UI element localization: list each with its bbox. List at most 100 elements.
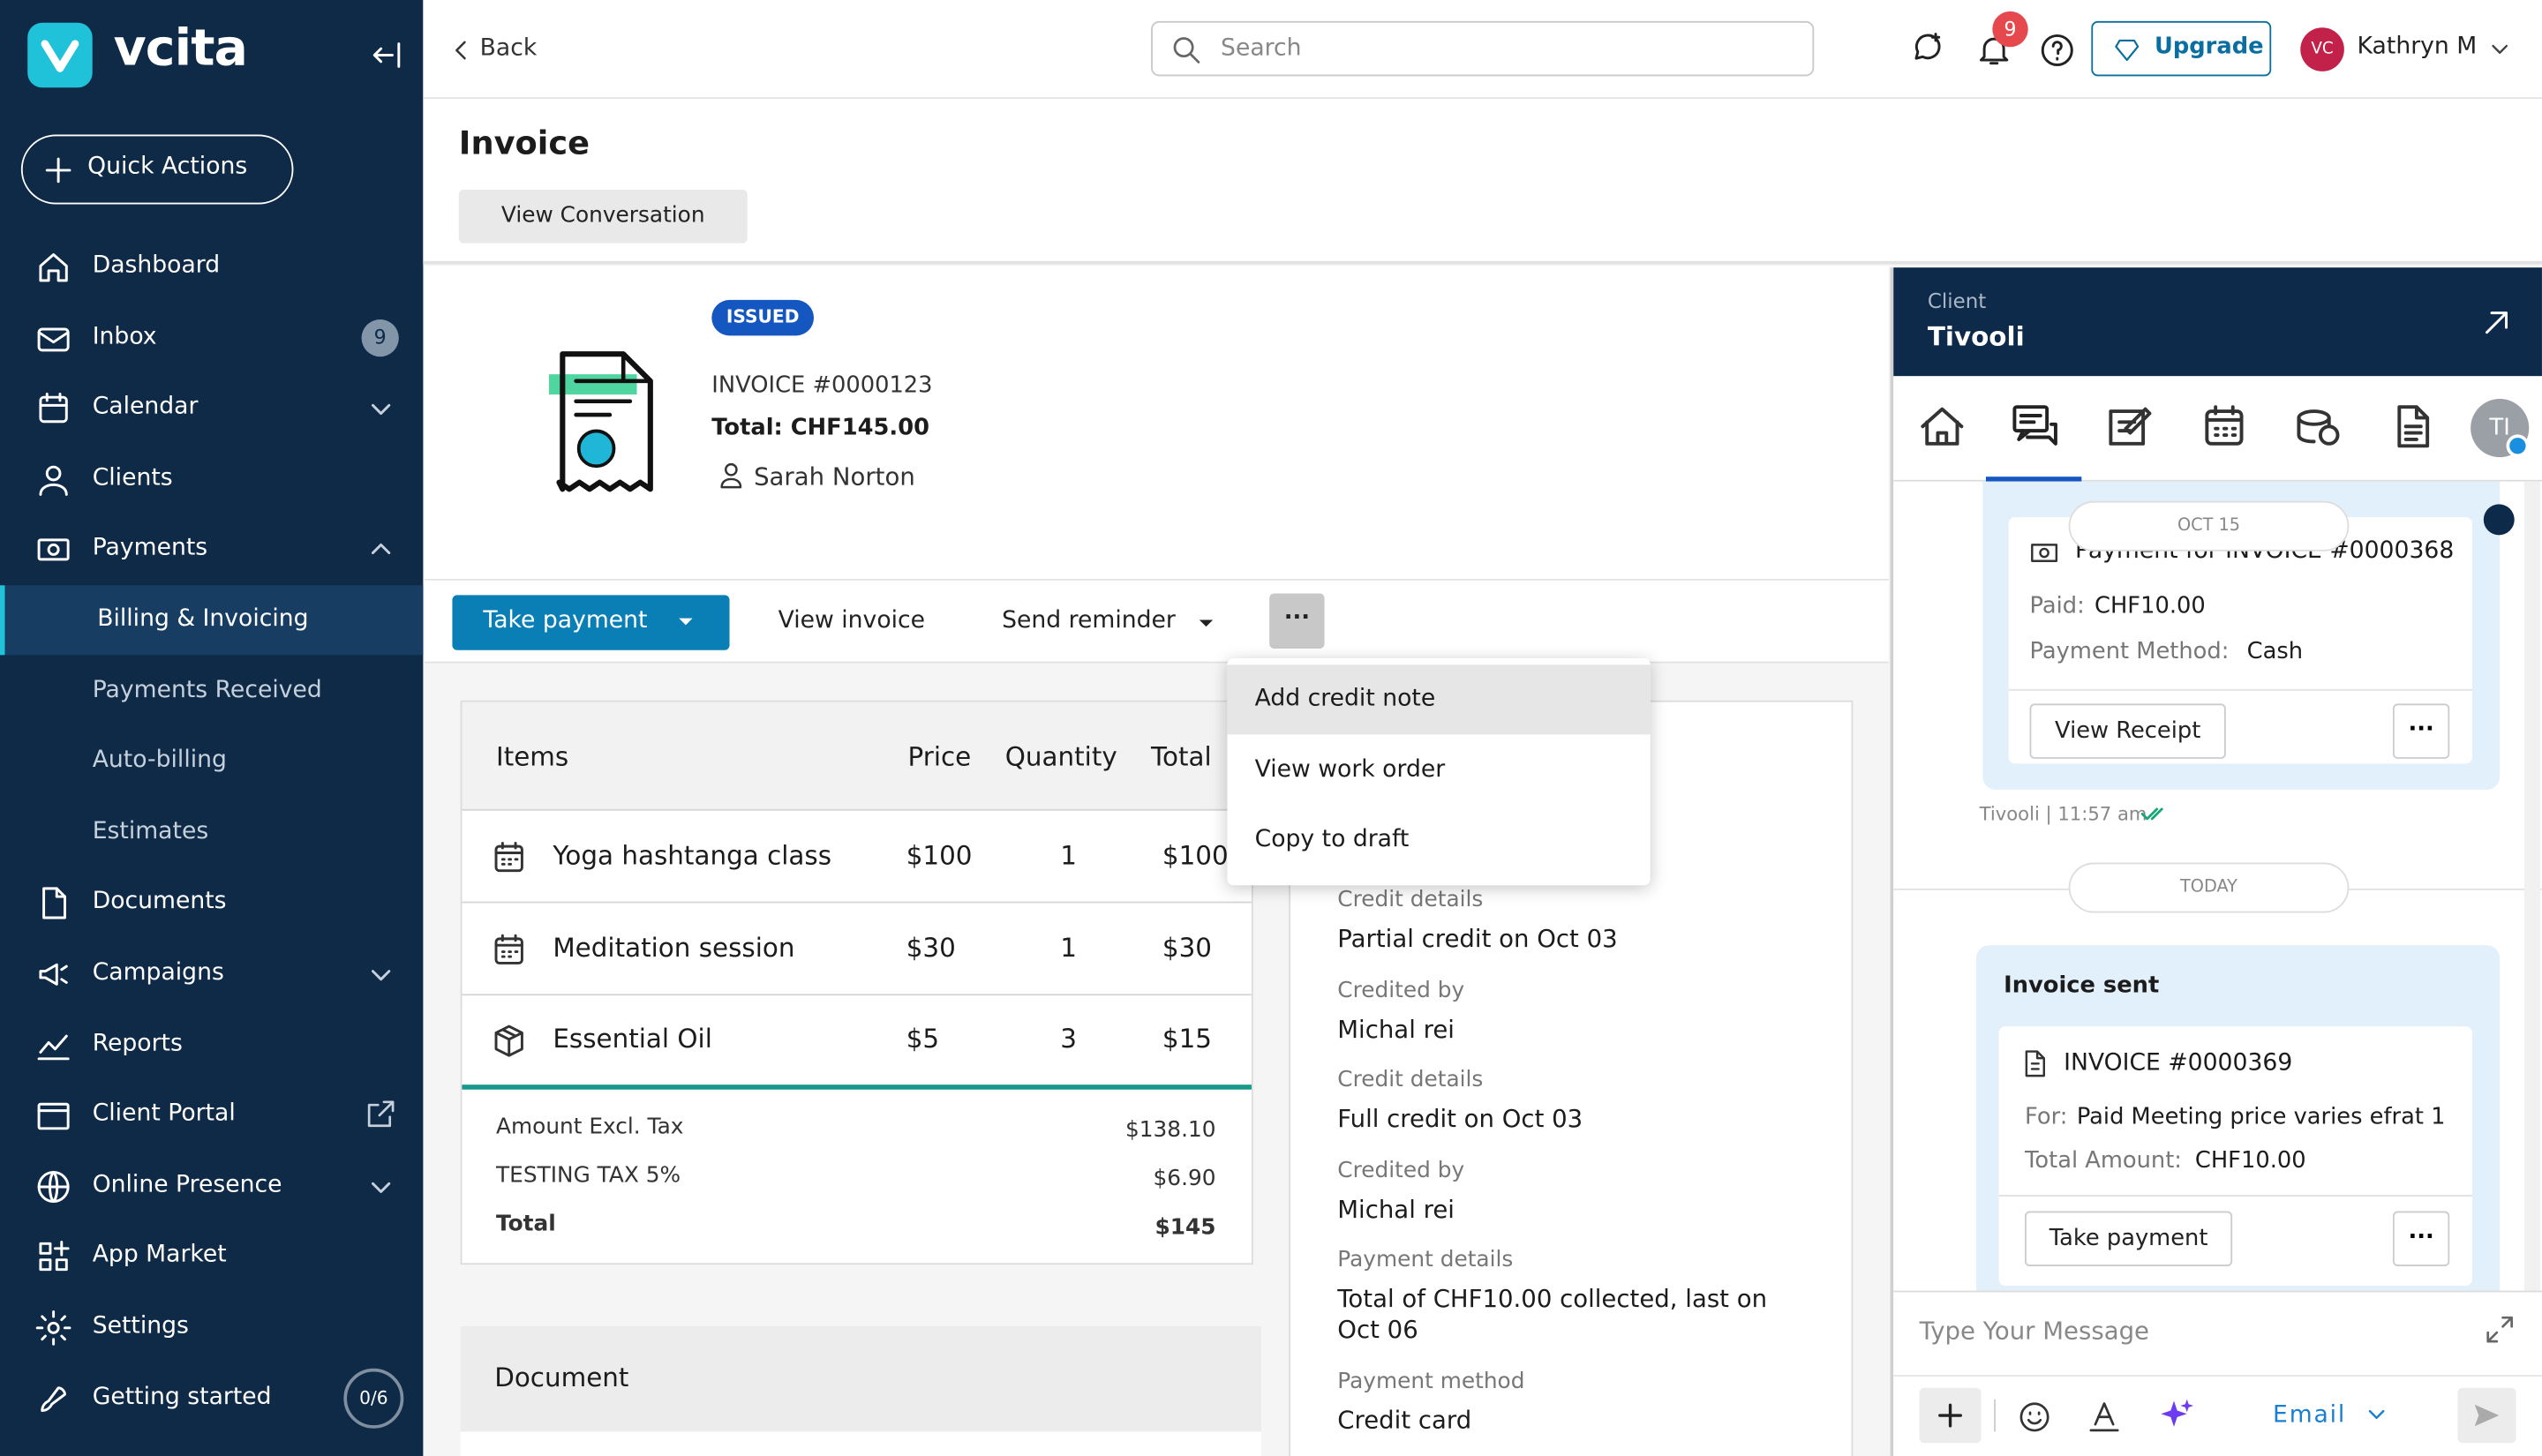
panel-take-payment-button[interactable]: Take payment [2025,1211,2233,1267]
icon-shape [2140,807,2163,821]
nav-label: Online Presence [92,1172,282,1198]
nav-item[interactable]: Documents [0,868,423,938]
nav-label: Documents [92,889,227,916]
quick-actions-button[interactable]: Quick Actions [20,134,294,205]
receipt-more-button[interactable]: ··· [2392,703,2450,759]
nav-label: App Market [92,1242,227,1269]
chat-area: Receipt sentPayment for INVOICE #0000368… [1893,481,2542,1291]
nav-item[interactable]: Auto-billing [0,726,423,796]
attach-plus-wrap [1932,1398,1967,1440]
nav-item[interactable]: Settings [0,1292,423,1362]
menu-item[interactable]: View work order [1227,735,1650,805]
diamond-icon-wrap [2112,35,2141,71]
client-icon-wrap [715,459,748,498]
nav-label: Reports [92,1030,183,1057]
table-cell: 3 [1060,1023,1077,1054]
user-chevron-wrap [2484,33,2516,71]
view-conversation-button[interactable]: View Conversation [458,189,748,244]
nav-label: Billing & Invoicing [97,606,309,633]
icon-shape [371,1182,391,1193]
message-input[interactable]: Type Your Message [1893,1290,2542,1376]
icon-shape [2019,414,2042,424]
nav-item[interactable]: Payments [0,514,423,584]
table-cell: $30 [906,931,956,963]
nav-item[interactable]: App Market [0,1221,423,1291]
icon-shape [1173,37,1194,58]
credit-value: Credit card [1337,1406,1472,1436]
send-reminder-caret [1199,619,1214,627]
channel-select[interactable]: Email [2273,1402,2347,1429]
table-header-row [462,702,1252,811]
nav-item[interactable]: Clients [0,444,423,514]
upgrade-button[interactable]: Upgrade [2091,20,2272,77]
table-cell: 1 [1060,931,1077,963]
icon-shape [2474,1404,2500,1427]
nav-item[interactable]: Reports [0,1009,423,1079]
for-label: For: [2025,1104,2068,1130]
table-cell: $5 [906,1023,940,1054]
icon-shape [37,1170,70,1203]
method-label: Payment Method: [2029,638,2230,665]
nav-item[interactable]: Payments Received [0,656,423,725]
take-payment-button[interactable]: Take payment [452,595,730,650]
icon-shape [47,1321,60,1334]
invoice-card: INVOICE #0000369 For: Paid Meeting price v… [1998,1026,2472,1287]
table-row: Essential Oil $5 3 $15 [462,995,1252,1087]
panel-header: Client Tivooli [1893,267,2542,377]
icon-shape [39,1258,52,1272]
send-reminder-button[interactable]: Send reminder [1002,608,1176,634]
item-icon-wrap [490,1022,529,1067]
upgrade-label: Upgrade [2154,34,2264,60]
logo-v [41,40,79,72]
take-payment-caret [679,618,693,626]
icon-shape [2025,1050,2045,1077]
nav-chevron-wrap [362,955,401,1000]
action-bar: Take payment View invoice Send reminder ··· [425,580,1889,664]
nav-label: Payments Received [92,677,322,703]
items-card: Items Price Quantity Total Yoga hashtanga cl… [460,700,1253,1265]
payment-icon [2031,544,2058,562]
nav-item[interactable]: Calendar [0,373,423,443]
more-button[interactable]: ··· [1269,593,1325,649]
invoice-number: INVOICE #0000369 [2064,1050,2293,1077]
emoji-icon-wrap [2017,1400,2052,1442]
payment-icon-wrap [2028,537,2061,575]
search-box[interactable]: Search [1151,20,1815,77]
nav-icon-wrap [34,1309,73,1354]
nav-item[interactable]: Estimates [0,798,423,867]
icon-shape [494,841,523,866]
icon-shape [2486,1316,2514,1343]
table-accent-line [462,1084,1252,1090]
icon-shape [2115,39,2140,62]
take-payment-caret-wrap [670,604,703,643]
nav-item[interactable]: Dashboard [0,232,423,302]
icon-shape [494,936,523,964]
nav-label: Settings [92,1313,189,1340]
icon-shape [720,477,742,489]
menu-item[interactable]: Add credit note [1227,664,1651,735]
nav-item[interactable]: Client Portal [0,1080,423,1150]
view-receipt-button[interactable]: View Receipt [2029,703,2226,759]
icon-shape [55,1258,68,1272]
nav-item[interactable]: Campaigns [0,939,423,1009]
back-link[interactable]: Back [479,35,538,62]
nav-item[interactable]: Inbox 9 [0,303,423,372]
inbox-badge: 9 [361,319,399,356]
invoice-more-button[interactable]: ··· [2392,1211,2450,1267]
alert-icon [2483,504,2515,536]
channel-chevron-wrap [2360,1398,2393,1437]
nav-item[interactable]: Billing & Invoicing [0,585,424,656]
user-name[interactable]: Kathryn M [2357,34,2478,60]
nav-item[interactable]: Getting started 0/6 [0,1363,423,1433]
nav-chevron [371,1182,391,1193]
text-format-icon [2089,1402,2119,1432]
diamond-icon [2115,39,2140,62]
nav-icon [39,465,68,496]
credit-label: Credited by [1337,977,1465,1004]
view-invoice-button[interactable]: View invoice [778,608,926,634]
nav-item[interactable]: Online Presence [0,1151,423,1220]
active-tab-indicator [1985,477,2082,482]
icon-shape [494,933,523,957]
menu-item[interactable]: Copy to draft [1227,807,1650,876]
open-client-icon [2486,311,2508,334]
